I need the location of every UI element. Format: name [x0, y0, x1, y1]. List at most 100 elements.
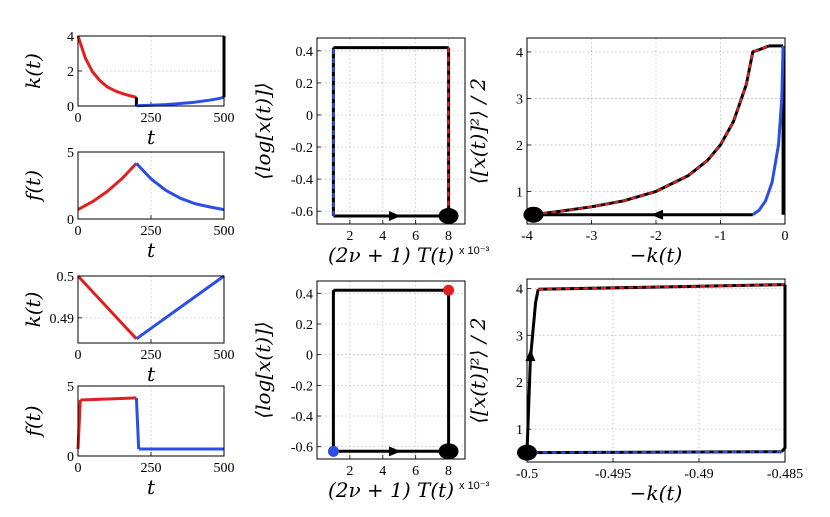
- x-tick-label: 8: [445, 229, 452, 244]
- y-tick-label: 3: [516, 92, 523, 107]
- x-tick-label: 0: [782, 229, 789, 244]
- marker-black: [523, 206, 544, 223]
- direction-arrow: [388, 210, 401, 221]
- x-tick-label: 2: [346, 229, 353, 244]
- x-tick-label: -3: [586, 229, 598, 244]
- series-bottom-blue-dash: [526, 450, 782, 454]
- series-red: [76, 35, 137, 99]
- chart-p5: 0 250 500 0.5 0.49 k(t) t: [21, 270, 235, 386]
- y-tick-label: -0.2: [291, 379, 313, 394]
- x-tick-label: 250: [141, 461, 162, 476]
- y-tick-label: 0: [306, 349, 313, 364]
- x-axis-label: t: [147, 125, 156, 149]
- y-axis-label: ⟨[x(t)]²⟩ / 2: [466, 317, 490, 423]
- series-group: [76, 274, 225, 341]
- x-tick-label: 0: [75, 348, 82, 363]
- x-tick-label: -2: [650, 229, 662, 244]
- y-tick-label: 2: [67, 65, 74, 80]
- y-tick-label: 5: [67, 380, 74, 395]
- y-tick-label: 1: [516, 423, 523, 438]
- series-red: [80, 396, 137, 402]
- y-tick-label: 0: [306, 109, 313, 124]
- x-tick-label: -0.49: [684, 467, 713, 482]
- y-axis-label: k(t): [21, 292, 45, 328]
- series-red: [76, 274, 138, 340]
- axes-frame: [77, 151, 225, 220]
- y-axis-label: ⟨log[x(t)]⟩: [251, 321, 275, 418]
- y-tick-label: 0.5: [57, 270, 75, 285]
- chart-p8: -0.5 -0.495 -0.49 -0.485 1 2 3 4 ⟨[x(t)]²⟩ / 2 −k…: [466, 278, 803, 505]
- chart-p7: 2 4 6 8 0.4 0.2 0 -0.2 -0.4 -0.6 ⟨log[x(t)]⟩ (2ν + …: [251, 280, 490, 502]
- x-tick-label: 0: [75, 224, 82, 239]
- y-tick-label: 0: [67, 213, 74, 228]
- y-tick-label: 2: [516, 376, 523, 391]
- x-tick-label: 6: [412, 464, 419, 479]
- chart-p4: -4 -3 -2 -1 0 1 2 3 4 ⟨[x(t)]²⟩ / 2 −k(t): [466, 37, 789, 267]
- direction-arrow: [525, 349, 536, 362]
- series-group: [533, 44, 785, 217]
- series-group: [525, 283, 787, 455]
- y-tick-label: 1: [516, 185, 523, 200]
- y-tick-label: 0.2: [296, 318, 314, 333]
- series-top: [538, 283, 786, 291]
- x-tick-label: 500: [214, 461, 235, 476]
- y-tick-label: 2: [516, 139, 523, 154]
- x-tick-label: 4: [379, 229, 386, 244]
- axes-frame: [526, 278, 786, 463]
- y-tick-label: 4: [516, 282, 523, 297]
- x-tick-label: 0: [75, 461, 82, 476]
- x-tick-label: -0.485: [767, 467, 803, 482]
- x-tick-label: 2: [346, 464, 353, 479]
- y-tick-label: 5: [67, 146, 74, 161]
- series-right-blue: [751, 45, 785, 216]
- axes-frame: [77, 35, 225, 107]
- x-axis-label: −k(t): [630, 243, 683, 267]
- series-group: [77, 162, 225, 212]
- direction-arrow: [388, 446, 401, 457]
- x-tick-label: -0.5: [516, 467, 538, 482]
- x-tick-label: -1: [715, 229, 727, 244]
- y-tick-label: 0.49: [50, 312, 75, 327]
- series-curve-red-dash: [533, 44, 770, 216]
- y-axis-label: f(t): [21, 170, 45, 203]
- y-axis-label: ⟨log[x(t)]⟩: [251, 82, 275, 179]
- series-group: [331, 288, 451, 453]
- series-blue: [136, 95, 225, 108]
- series-right-drop: [780, 284, 787, 453]
- axes-frame: [77, 385, 225, 457]
- x-tick-label: 8: [445, 464, 452, 479]
- marker-black: [438, 207, 459, 224]
- x-tick-label: -4: [521, 229, 533, 244]
- y-tick-label: 3: [516, 329, 523, 344]
- y-tick-label: -0.2: [291, 141, 313, 156]
- y-tick-label: -0.4: [291, 410, 313, 425]
- series-blue: [135, 274, 225, 341]
- marker-blue: [327, 445, 339, 457]
- series-blue: [135, 162, 225, 212]
- y-axis-label: k(t): [21, 53, 45, 89]
- series-drop: [134, 397, 141, 450]
- chart-p1: 0 250 500 0 2 4 k(t) t: [21, 30, 235, 149]
- direction-arrow: [651, 209, 663, 220]
- axes-frame: [77, 275, 225, 344]
- axes-frame: [526, 37, 786, 225]
- x-axis-label: t: [147, 475, 156, 499]
- series-group: [76, 396, 224, 451]
- y-tick-label: 4: [67, 30, 74, 45]
- x-tick-label: 500: [214, 111, 235, 126]
- y-tick-label: 0.4: [296, 45, 314, 60]
- chart-p3: 2 4 6 8 0.4 0.2 0 -0.2 -0.4 -0.6 ⟨log[x(t)]⟩ (2ν + …: [251, 37, 490, 267]
- chart-p6: 0 250 500 0 5 f(t) t: [21, 380, 235, 499]
- x-axis-label: t: [147, 362, 156, 386]
- series-red: [77, 162, 138, 211]
- y-axis-label: f(t): [21, 405, 45, 438]
- y-tick-label: 0: [67, 100, 74, 115]
- x-tick-label: 500: [214, 348, 235, 363]
- axes-frame: [316, 280, 466, 460]
- x-axis-label: (2ν + 1) T(t): [328, 478, 454, 502]
- series-left-rise: [525, 289, 540, 453]
- x-tick-label: 6: [412, 229, 419, 244]
- x-axis-scale-suffix: x 10⁻³: [459, 480, 490, 492]
- x-axis-label: (2ν + 1) T(t): [328, 243, 454, 267]
